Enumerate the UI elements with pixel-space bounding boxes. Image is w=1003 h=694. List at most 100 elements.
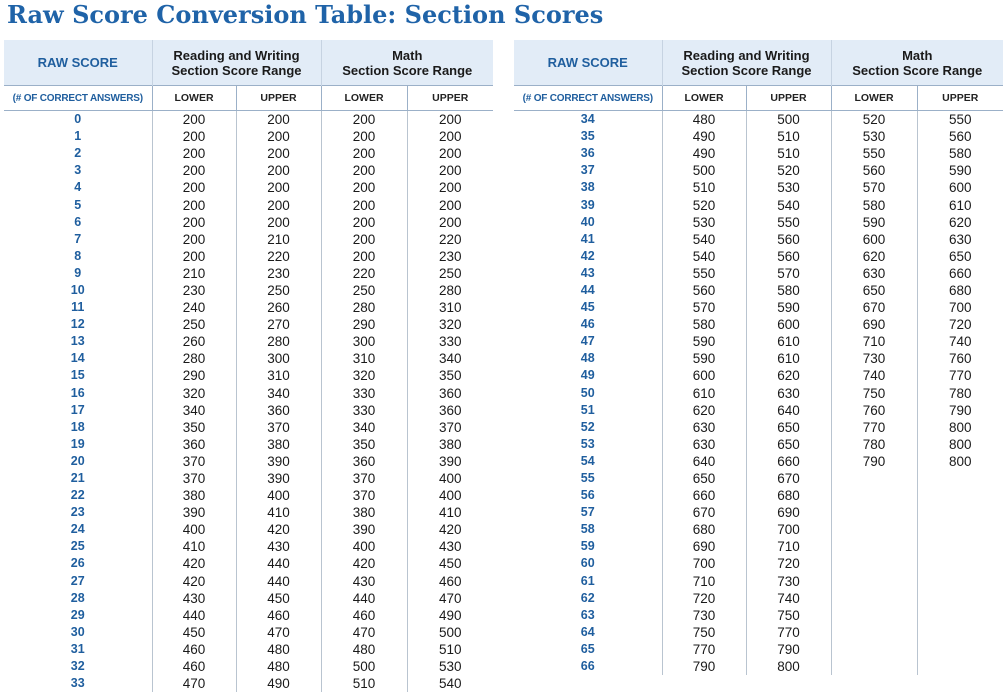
math-upper-cell: 780 [949,385,972,401]
math-upper-cell: 760 [949,351,972,367]
math-upper-cell: 620 [949,214,972,230]
raw-score-cell: 16 [4,384,153,402]
table-row: 27 420 440 430 460 [4,572,493,590]
rw-lower-cell: 500 [662,162,747,180]
reading-writing-header-line1: Reading and Writing [173,47,300,63]
rw-lower-cell: 200 [152,179,237,197]
math-lower-cell: 360 [321,452,408,470]
rw-upper-cell: 800 [746,658,832,676]
math-upper-cell: 400 [439,471,462,487]
rw-upper-cell: 300 [236,350,322,368]
rw-lower-cell: 420 [152,572,237,590]
math-lower-cell: 200 [321,162,408,180]
table-row: 45 570 590 670 700 [514,299,1003,317]
math-lower-cell: 320 [321,367,408,385]
math-upper-cell: 660 [949,265,972,281]
math-upper-cell: 590 [949,163,972,179]
raw-score-cell: 23 [4,504,153,522]
math-upper-cell [917,487,1003,504]
math-lower-cell: 200 [321,128,408,146]
math-lower-cell: 380 [321,504,408,522]
rw-upper-cell: 690 [746,504,832,522]
raw-score-cell: 52 [514,418,663,436]
table-row: 12 250 270 290 320 [4,316,493,334]
rw-upper-cell: 560 [746,230,832,248]
math-lower-cell [831,555,918,573]
math-upper-cell: 800 [949,453,972,469]
table-row: 46 580 600 690 720 [514,316,1003,334]
rw-lower-cell: 540 [662,230,747,248]
raw-score-cell: 66 [514,658,663,676]
math-upper-cell [917,470,1003,487]
rw-lower-cell: 200 [152,110,237,129]
math-lower-cell: 600 [831,230,918,248]
math-upper-cell [917,573,1003,590]
math-upper-cell: 680 [949,282,972,298]
rw-lower-cell: 680 [662,521,747,539]
rw-upper-cell: 200 [236,179,322,197]
reading-writing-header: Reading and Writing Section Score Range [152,40,322,86]
rw-lower-cell: 200 [152,128,237,146]
rw-upper-cell: 450 [236,589,322,607]
rw-upper-cell: 490 [236,675,322,693]
raw-score-cell: 57 [514,504,663,522]
math-lower-cell: 710 [831,333,918,351]
rw-upper-cell: 340 [236,384,322,402]
raw-score-subheader: (# OF CORRECT ANSWERS) [4,85,153,111]
rw-upper-cell: 200 [236,145,322,163]
math-lower-cell: 310 [321,350,408,368]
math-upper-cell [917,607,1003,624]
math-upper-cell: 800 [949,436,972,452]
math-lower-cell: 200 [321,145,408,163]
table-row: 16 320 340 330 360 [4,384,493,402]
table-row: 59 690 710 [514,538,1003,556]
rw-upper-cell: 520 [746,162,832,180]
math-lower-cell: 420 [321,555,408,573]
raw-score-cell: 26 [4,555,153,573]
table-row: 37 500 520 560 590 [514,162,1003,180]
table-row: 0 200 200 200 200 [4,110,493,129]
math-lower-cell: 520 [831,110,918,129]
math-lower-cell: 330 [321,401,408,419]
math-upper-cell: 360 [439,402,462,418]
rw-lower-cell: 790 [662,658,747,676]
rw-lower-cell: 230 [152,281,237,300]
math-upper-cell [917,658,1003,675]
raw-score-cell: 10 [4,281,153,300]
table-row: 19 360 380 350 380 [4,435,493,453]
raw-score-cell: 63 [514,606,663,624]
rw-upper-cell: 370 [236,418,322,436]
raw-score-cell: 47 [514,333,663,351]
table-row: 56 660 680 [514,487,1003,505]
table-row: 61 710 730 [514,572,1003,590]
rw-lower-cell: 770 [662,640,747,658]
math-upper-cell: 560 [949,129,972,145]
math-upper-cell: 430 [439,539,462,555]
math-lower-cell: 440 [321,589,408,607]
rw-upper-cell: 540 [746,196,832,214]
rw-upper-cell: 200 [236,213,322,231]
raw-score-cell: 50 [514,384,663,402]
math-lower-cell [831,504,918,522]
math-upper-cell: 800 [949,419,972,435]
table-row: 18 350 370 340 370 [4,418,493,436]
rw-upper-cell: 620 [746,367,832,385]
math-upper-cell: 200 [439,214,462,230]
rw-upper-cell: 280 [236,333,322,351]
raw-score-header: RAW SCORE [514,40,663,86]
rw-lower-cell: 590 [662,333,747,351]
rw-upper-cell: 590 [746,299,832,317]
math-lower-cell [831,606,918,624]
table-row: 53 630 650 780 800 [514,435,1003,453]
math-upper-cell: 580 [949,146,972,162]
rw-lower-cell: 710 [662,572,747,590]
raw-score-cell: 18 [4,418,153,436]
reading-writing-header-line2: Section Score Range [681,62,812,78]
table-row: 64 750 770 [514,623,1003,641]
raw-score-cell: 40 [514,213,663,231]
raw-score-cell: 3 [4,162,153,180]
table-row: 44 560 580 650 680 [514,281,1003,300]
math-lower-cell: 620 [831,247,918,265]
rw-upper-cell: 390 [236,452,322,470]
rw-lower-cell: 520 [662,196,747,214]
